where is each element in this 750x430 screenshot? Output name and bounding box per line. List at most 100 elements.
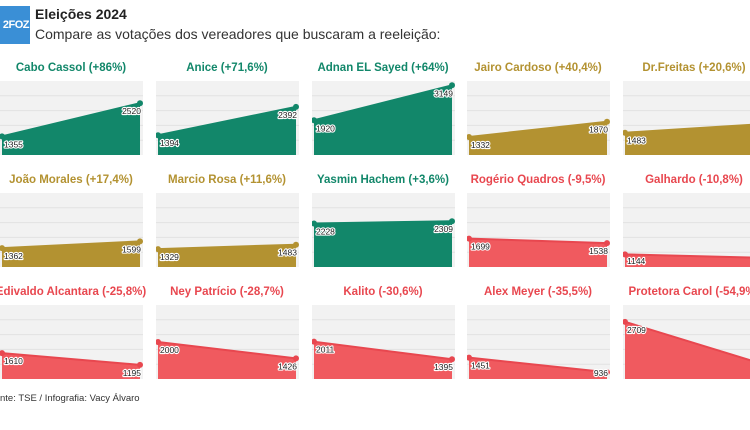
data-label-start: 1332	[471, 140, 490, 150]
area-chart: 1362 1599	[0, 193, 143, 267]
data-point	[156, 246, 161, 253]
data-point	[467, 235, 472, 242]
data-label-end: 3149	[434, 88, 453, 98]
data-label-start: 1355	[4, 139, 23, 149]
data-label-start: 1362	[4, 251, 23, 261]
series-line	[624, 320, 750, 362]
data-point	[604, 240, 610, 247]
area-fill	[625, 321, 750, 379]
data-label-end: 2520	[122, 106, 141, 116]
data-point	[0, 133, 5, 140]
area-chart: 2000 1426	[156, 305, 299, 379]
data-point	[137, 100, 143, 107]
panel-title: Kalito (-30,6%)	[343, 286, 423, 298]
data-label-end: 2392	[278, 110, 297, 120]
series-line	[313, 340, 453, 361]
data-label-start: 1144	[627, 256, 646, 266]
data-point	[312, 220, 317, 227]
area-chart: 2228 2309	[312, 193, 455, 267]
logo: 2FOZ	[0, 6, 30, 44]
data-point	[449, 356, 455, 363]
area-fill	[158, 106, 296, 155]
panel-title: Alex Meyer (-35,5%)	[483, 286, 593, 298]
area-fill	[314, 341, 452, 379]
data-point	[449, 218, 455, 225]
area-chart: 1920 3149	[312, 81, 455, 155]
data-point	[293, 241, 299, 248]
page-title: Eleições 2024	[35, 6, 127, 22]
panel-title: Anice (+71,6%)	[186, 62, 268, 74]
data-label-end: 1483	[278, 248, 297, 258]
data-label-start: 2228	[316, 227, 335, 237]
data-label-start: 1329	[160, 252, 179, 262]
source-credit: nte: TSE / Infografia: Vacy Álvaro	[0, 393, 140, 404]
page-subtitle: Compare as votações dos vereadores que b…	[35, 26, 441, 42]
panel-title: Jairo Cardoso (+40,4%)	[474, 62, 602, 74]
data-label-start: 1451	[471, 361, 490, 371]
data-point	[449, 82, 455, 89]
data-label-start: 1699	[471, 242, 490, 252]
data-label-start: 1920	[316, 123, 335, 133]
data-label-end: 1195	[123, 368, 142, 378]
data-point	[623, 251, 628, 258]
data-label-end: 2309	[434, 224, 453, 234]
panel-title: Protetora Carol (-54,9%)	[628, 286, 750, 298]
data-label-end: 1395	[434, 362, 453, 372]
data-point	[467, 134, 472, 141]
area-chart: 27091	[623, 305, 750, 379]
area-fill	[469, 121, 607, 155]
series-line	[468, 120, 608, 139]
panel-title: Adnan EL Sayed (+64%)	[317, 62, 449, 74]
series-line	[157, 243, 297, 251]
series-line	[1, 352, 141, 366]
panel-title: Yasmin Hachem (+3,6%)	[317, 174, 449, 186]
series-line	[157, 341, 297, 360]
area-chart: 148317	[623, 81, 750, 155]
series-line	[313, 220, 453, 225]
data-point	[293, 355, 299, 362]
area-chart: 1394 2392	[156, 81, 299, 155]
data-label-end: 936	[594, 368, 608, 378]
data-point	[137, 361, 143, 368]
area-fill	[158, 244, 296, 267]
data-label-start: 1483	[627, 136, 646, 146]
data-label-end: 1599	[122, 244, 141, 254]
data-point	[467, 354, 472, 361]
panel-title: Dr.Freitas (+20,6%)	[642, 62, 746, 74]
area-fill	[469, 357, 607, 379]
area-fill	[625, 124, 750, 155]
area-fill	[2, 103, 140, 155]
data-point	[604, 369, 610, 376]
series-line	[624, 123, 750, 134]
data-label-start: 2709	[627, 325, 646, 335]
area-chart: 1451 936	[467, 305, 610, 379]
area-fill	[2, 353, 140, 379]
area-chart: 1699 1538	[467, 193, 610, 267]
series-line	[157, 105, 297, 137]
data-point	[0, 350, 5, 357]
series-line	[313, 84, 453, 122]
data-point	[0, 245, 5, 252]
area-chart: 2011 1395	[312, 305, 455, 379]
data-point	[156, 132, 161, 139]
series-line	[468, 356, 608, 374]
data-label-start: 2000	[160, 345, 179, 355]
area-fill	[2, 241, 140, 267]
area-chart: 1332 1870	[467, 81, 610, 155]
area-chart: 1144	[623, 193, 750, 267]
panel-title: Ney Patrício (-28,7%)	[170, 286, 284, 298]
data-label-end: 1538	[589, 246, 608, 256]
area-fill	[158, 342, 296, 379]
data-point	[312, 338, 317, 345]
data-label-end: 1426	[278, 361, 297, 371]
data-point	[623, 318, 628, 325]
data-point	[604, 118, 610, 125]
data-point	[293, 103, 299, 110]
data-label-start: 2011	[316, 345, 335, 355]
data-point	[312, 117, 317, 124]
area-fill	[314, 85, 452, 155]
area-chart: 1610 1195	[0, 305, 143, 379]
data-point	[623, 129, 628, 136]
area-chart: 1329 1483	[156, 193, 299, 267]
